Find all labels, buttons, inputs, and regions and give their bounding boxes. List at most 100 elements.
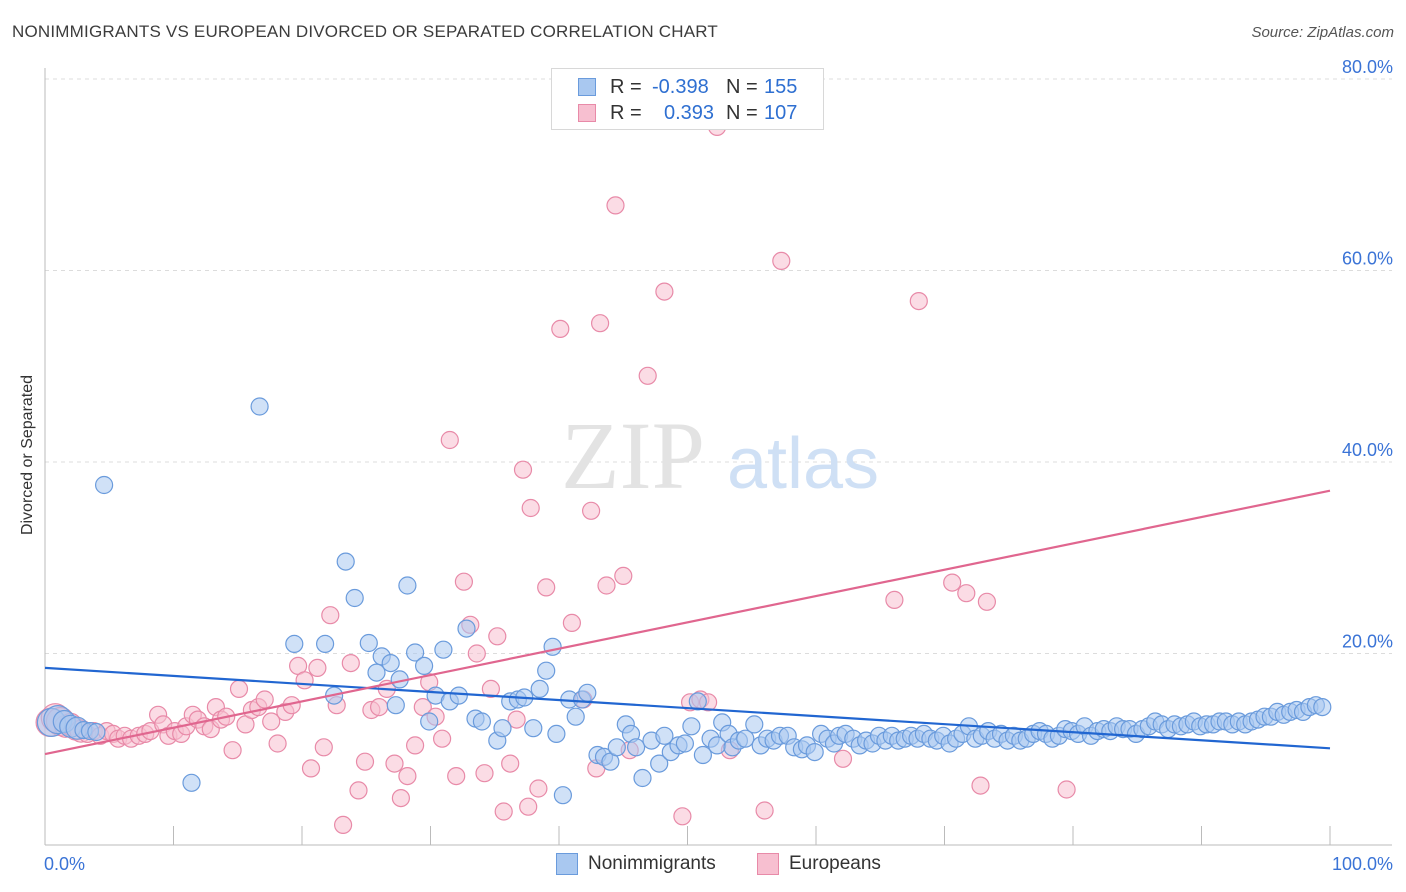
europeans-point	[501, 754, 520, 773]
europeans-point	[475, 764, 494, 783]
blue-swatch	[556, 853, 578, 875]
europeans-point	[440, 430, 459, 450]
europeans-point	[909, 292, 928, 311]
nonimmigrants-point	[688, 692, 707, 711]
europeans-point	[977, 592, 997, 611]
europeans-point	[597, 576, 616, 595]
europeans-point	[488, 627, 507, 646]
nonimmigrants-point	[537, 661, 556, 680]
n-label: N =	[726, 101, 758, 124]
pink-swatch	[757, 853, 779, 875]
europeans-point	[398, 766, 417, 786]
europeans-point	[406, 736, 425, 755]
r-label: R =	[610, 75, 642, 98]
y-tick-label: 40.0%	[1342, 440, 1393, 460]
europeans-point	[370, 697, 389, 717]
nonimmigrants-point	[805, 742, 824, 762]
nonimmigrants-point	[434, 640, 453, 659]
r-value: 0.393	[664, 101, 715, 124]
europeans-point	[385, 754, 404, 773]
nonimmigrants-point	[524, 719, 543, 738]
source-label: Source: ZipAtlas.com	[1251, 24, 1394, 41]
legend-item-nonimmigrants[interactable]: Nonimmigrants	[556, 852, 716, 876]
nonimmigrants-point	[682, 717, 701, 736]
watermark: ZIP atlas	[561, 402, 879, 509]
correlation-legend: R = -0.398 N = 155 R = 0.393 N = 107	[551, 68, 824, 130]
nonimmigrants-trend-line	[44, 666, 1331, 750]
europeans-point	[481, 679, 500, 699]
europeans-point	[494, 802, 513, 821]
x-tick-label: 100.0%	[1332, 854, 1393, 874]
trend-lines	[44, 489, 1331, 756]
europeans-point	[301, 759, 321, 778]
europeans-point	[268, 734, 287, 753]
europeans-point	[341, 653, 360, 673]
europeans-point	[334, 815, 353, 835]
europeans-point	[529, 779, 548, 798]
nonimmigrants-point	[543, 637, 562, 656]
y-tick-label: 20.0%	[1342, 632, 1393, 652]
europeans-point	[606, 196, 625, 215]
europeans-point	[223, 741, 242, 760]
europeans-point	[885, 590, 904, 610]
legend-label-europeans: Europeans	[789, 853, 881, 874]
nonimmigrants-point	[449, 686, 468, 705]
watermark-zip: ZIP	[561, 402, 705, 509]
nonimmigrants-point	[182, 773, 201, 792]
europeans-point	[551, 319, 570, 338]
nonimmigrants-point	[633, 768, 652, 788]
europeans-point	[971, 776, 990, 795]
nonimmigrants-point	[650, 754, 669, 773]
europeans-point	[391, 788, 410, 808]
nonimmigrants-point	[745, 715, 764, 734]
nonimmigrants-point	[693, 745, 713, 765]
europeans-point	[614, 566, 633, 586]
legend-row-europeans: R = 0.393 N = 107	[552, 100, 797, 126]
europeans-point	[957, 584, 976, 603]
legend-item-europeans[interactable]: Europeans	[757, 852, 881, 876]
legend-row-nonimmigrants: R = -0.398 N = 155	[552, 74, 797, 100]
nonimmigrants-point	[472, 712, 491, 731]
europeans-point	[321, 606, 340, 625]
europeans-point	[467, 644, 486, 663]
nonimmigrants-point	[457, 619, 476, 638]
nonimmigrants-point	[336, 552, 355, 571]
nonimmigrants-point	[359, 633, 378, 653]
nonimmigrants-point	[316, 634, 335, 654]
grid-lines	[45, 78, 1392, 654]
europeans-point	[655, 282, 674, 301]
blue-swatch	[578, 78, 596, 96]
nonimmigrants-point	[675, 734, 695, 753]
europeans-point	[229, 679, 249, 699]
europeans-point	[562, 613, 582, 633]
europeans-point	[349, 781, 368, 800]
nonimmigrants-point	[566, 707, 585, 726]
europeans-point	[255, 690, 274, 709]
nonimmigrants-point	[493, 719, 512, 738]
legend-label-nonimmigrants: Nonimmigrants	[588, 853, 716, 874]
nonimmigrants-point	[655, 726, 674, 745]
europeans-point	[537, 578, 556, 597]
nonimmigrants-point	[285, 634, 304, 654]
nonimmigrants-point	[94, 475, 114, 495]
nonimmigrants-point	[367, 663, 386, 682]
tick-labels: 20.0% 40.0% 60.0% 80.0% 0.0% 100.0%	[44, 57, 1393, 874]
europeans-point	[755, 801, 774, 820]
europeans-point	[943, 573, 962, 592]
nonimmigrants-point	[1313, 697, 1332, 717]
europeans-point	[581, 501, 601, 520]
europeans-point	[590, 314, 610, 333]
europeans-point	[447, 766, 466, 786]
nonimmigrants-point	[386, 696, 405, 715]
n-label: N =	[726, 75, 758, 98]
nonimmigrants-point	[626, 738, 646, 757]
europeans-point	[314, 738, 333, 757]
pink-swatch	[578, 104, 596, 122]
nonimmigrants-points	[36, 397, 1332, 805]
europeans-point	[433, 729, 452, 748]
europeans-point	[513, 460, 533, 479]
europeans-point	[772, 251, 791, 270]
nonimmigrants-point	[415, 656, 434, 676]
nonimmigrants-point	[578, 683, 597, 702]
